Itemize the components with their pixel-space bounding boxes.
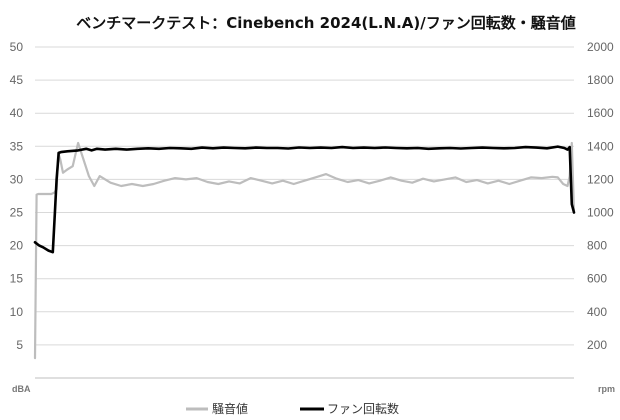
right-tick-label: 600	[587, 272, 607, 286]
series-line-fan	[33, 145, 576, 254]
right-tick-label: 1600	[587, 106, 614, 120]
right-tick-label: 400	[587, 305, 607, 319]
right-tick-label: 1000	[587, 206, 614, 220]
left-tick-label: 50	[10, 40, 24, 54]
series-line-noise	[33, 141, 576, 360]
left-tick-label: 10	[10, 305, 24, 319]
right-tick-label: 1400	[587, 139, 614, 153]
left-tick-label: 20	[10, 239, 24, 253]
right-tick-label: 2000	[587, 40, 614, 54]
left-tick-label: 40	[10, 106, 24, 120]
left-tick-label: 30	[10, 172, 24, 186]
right-tick-label: 1200	[587, 172, 614, 186]
axes: 5 10 15 20 25 30 35 40 45 50 200 400 600 800 1000 1200 1…	[10, 40, 614, 379]
left-tick-label: 5	[16, 338, 23, 352]
legend: 騒音値 ファン回転数	[186, 401, 399, 416]
legend-label-noise: 騒音値	[212, 401, 248, 416]
chart-title: ベンチマークテスト：Cinebench 2024(L.N.A)/ファン回転数・騒…	[76, 14, 575, 32]
right-tick-label: 1800	[587, 73, 614, 87]
left-tick-label: 25	[10, 206, 24, 220]
right-axis-unit: rpm	[598, 384, 615, 394]
left-tick-label: 15	[10, 272, 24, 286]
left-tick-label: 45	[10, 73, 24, 87]
right-tick-label: 800	[587, 239, 607, 253]
left-tick-label: 35	[10, 139, 24, 153]
legend-label-fan: ファン回転数	[327, 401, 399, 416]
grid	[35, 46, 574, 346]
series-layer	[33, 141, 576, 360]
left-axis-unit: dBA	[12, 384, 31, 394]
right-tick-label: 200	[587, 338, 607, 352]
